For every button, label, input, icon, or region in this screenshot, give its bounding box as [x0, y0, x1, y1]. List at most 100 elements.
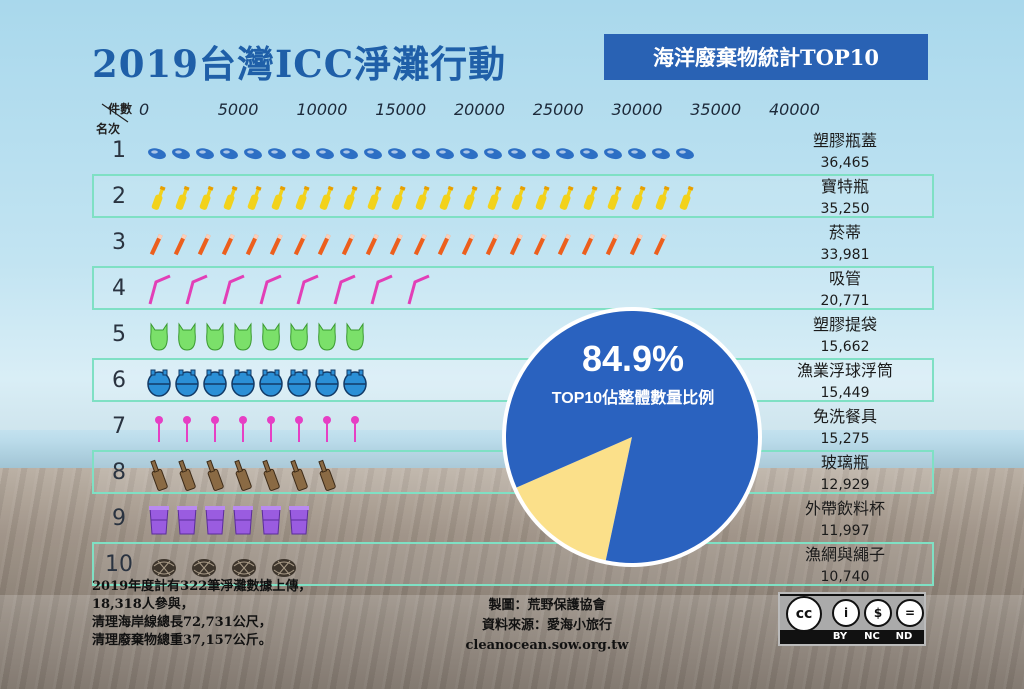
pet-bottle-icon — [555, 180, 575, 216]
cigarette-butt-icon — [291, 226, 311, 262]
footer-stat-line: 清理廢棄物總重37,157公斤。 — [92, 632, 311, 650]
x-tick-label: 15000 — [375, 100, 426, 119]
pet-bottle-icon — [459, 180, 479, 216]
fishing-buoy-icon — [287, 364, 311, 400]
value-label: 15,275 — [790, 428, 900, 450]
x-tick-label: 25000 — [533, 100, 584, 119]
fishing-buoy-icon — [231, 364, 255, 400]
value-label: 20,771 — [790, 290, 900, 312]
value-label: 12,929 — [790, 474, 900, 496]
plastic-bag-icon — [203, 318, 227, 354]
category-name: 玻璃瓶 — [790, 452, 900, 474]
value-label: 10,740 — [790, 566, 900, 588]
plastic-bag-icon — [147, 318, 171, 354]
rank-number: 2 — [104, 184, 134, 209]
takeaway-cup-icon — [147, 502, 171, 538]
axis-rank-label: 名次 — [96, 120, 120, 137]
category-label: 塑膠瓶蓋 36,465 — [790, 130, 900, 174]
footer-stat-line: 18,318人參與， — [92, 596, 311, 614]
x-tick-label: 10000 — [297, 100, 348, 119]
fishing-buoy-icon — [259, 364, 283, 400]
pet-bottle-icon — [603, 180, 623, 216]
credit-line: 製圖：荒野保護協會 — [442, 596, 652, 616]
pie-percent-label: 84.9% — [540, 338, 726, 380]
category-name: 免洗餐具 — [790, 406, 900, 428]
fishing-buoy-icon — [343, 364, 367, 400]
cigarette-butt-icon — [363, 226, 383, 262]
cigarette-butt-icon — [243, 226, 263, 262]
takeaway-cup-icon — [175, 502, 199, 538]
straw-icon — [147, 272, 173, 308]
bar-cigarette-butt — [145, 226, 745, 262]
takeaway-cup-icon — [203, 502, 227, 538]
straw-icon — [221, 272, 247, 308]
fishing-buoy-icon — [203, 364, 227, 400]
category-label: 塑膠提袋 15,662 — [790, 314, 900, 358]
rank-number: 8 — [104, 460, 134, 485]
bottle-cap-icon — [411, 134, 431, 170]
bottle-cap-icon — [315, 134, 335, 170]
x-tick-label: 20000 — [454, 100, 505, 119]
glass-bottle-icon — [203, 456, 227, 492]
category-name: 漁業浮球浮筒 — [790, 360, 900, 382]
takeaway-cup-icon — [259, 502, 283, 538]
cigarette-butt-icon — [387, 226, 407, 262]
bottle-cap-icon — [627, 134, 647, 170]
pet-bottle-icon — [531, 180, 551, 216]
glass-bottle-icon — [287, 456, 311, 492]
pet-bottle-icon — [435, 180, 455, 216]
bottle-cap-icon — [603, 134, 623, 170]
straw-icon — [406, 272, 432, 308]
glass-bottle-icon — [231, 456, 255, 492]
plastic-bag-icon — [259, 318, 283, 354]
x-tick-label: 40000 — [769, 100, 820, 119]
pet-bottle-icon — [411, 180, 431, 216]
bottle-cap-icon — [459, 134, 479, 170]
pet-bottle-icon — [291, 180, 311, 216]
cc-license-badge[interactable]: cc i $ = BY NC ND — [778, 592, 926, 646]
category-label: 漁業浮球浮筒 15,449 — [790, 360, 900, 404]
rank-number: 7 — [104, 414, 134, 439]
category-name: 寶特瓶 — [790, 176, 900, 198]
bottle-cap-icon — [219, 134, 239, 170]
category-name: 外帶飲料杯 — [790, 498, 900, 520]
footer-stats: 2019年度計有322筆淨灘數據上傳， 18,318人參與， 清理海岸線總長72… — [92, 578, 311, 650]
cigarette-butt-icon — [531, 226, 551, 262]
bottle-cap-icon — [171, 134, 191, 170]
source-line: 資料來源：愛海小旅行 — [442, 616, 652, 636]
disposable-utensils-icon — [147, 410, 171, 446]
pet-bottle-icon — [507, 180, 527, 216]
bottle-cap-icon — [483, 134, 503, 170]
category-name: 漁網與繩子 — [790, 544, 900, 566]
cigarette-butt-icon — [267, 226, 287, 262]
category-label: 漁網與繩子 10,740 — [790, 544, 900, 588]
cigarette-butt-icon — [219, 226, 239, 262]
cigarette-butt-icon — [555, 226, 575, 262]
pet-bottle-icon — [627, 180, 647, 216]
cigarette-butt-icon — [339, 226, 359, 262]
bottle-cap-icon — [531, 134, 551, 170]
disposable-utensils-icon — [231, 410, 255, 446]
plastic-bag-icon — [287, 318, 311, 354]
pet-bottle-icon — [243, 180, 263, 216]
pet-bottle-icon — [363, 180, 383, 216]
rank-number: 9 — [104, 506, 134, 531]
bottle-cap-icon — [291, 134, 311, 170]
pet-bottle-icon — [579, 180, 599, 216]
pet-bottle-icon — [675, 180, 695, 216]
website-link[interactable]: cleanocean.sow.org.tw — [442, 636, 652, 656]
license-term: BY — [824, 631, 856, 642]
rank-number: 10 — [104, 552, 134, 577]
pet-bottle-icon — [339, 180, 359, 216]
category-name: 吸管 — [790, 268, 900, 290]
bar-straw — [145, 272, 745, 308]
plastic-bag-icon — [231, 318, 255, 354]
cigarette-butt-icon — [483, 226, 503, 262]
disposable-utensils-icon — [287, 410, 311, 446]
cigarette-butt-icon — [147, 226, 167, 262]
plastic-bag-icon — [175, 318, 199, 354]
cigarette-butt-icon — [603, 226, 623, 262]
pet-bottle-icon — [171, 180, 191, 216]
bottle-cap-icon — [387, 134, 407, 170]
cigarette-butt-icon — [315, 226, 335, 262]
